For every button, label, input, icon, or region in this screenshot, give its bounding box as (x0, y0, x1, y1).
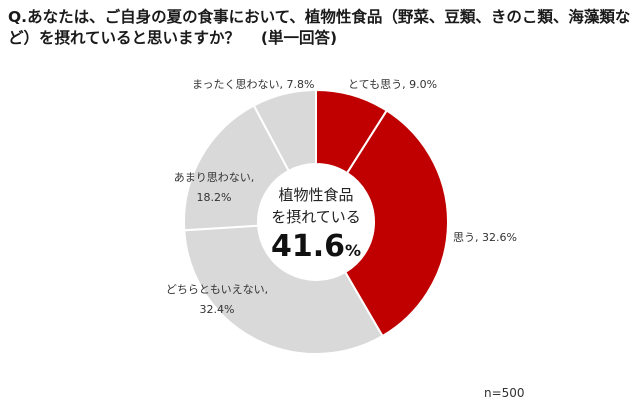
center-label-line1: 植物性食品 (278, 186, 353, 204)
center-percentage-unit: % (345, 241, 361, 260)
center-percentage-value: 41.6 (271, 229, 345, 264)
slice-omou (343, 109, 449, 338)
slice-labels: とても思う, 9.0% 思う, 32.6% どちらともいえない, 32.4% あまり思わ… (166, 78, 517, 316)
slice-label-amari-omowanai: あまり思わない, 18.2% (174, 171, 255, 204)
question-title: Q.あなたは、ご自身の夏の食事において、植物性食品（野菜、豆類、きのこ類、海藻類… (8, 8, 631, 47)
center-label: 植物性食品 を摂れている 41.6% (271, 186, 361, 264)
slice-label-dochiratomo-ienai: どちらともいえない, 32.4% (166, 283, 268, 316)
slice-amari-omowanai (183, 104, 291, 232)
sample-size-note: n=500 (484, 386, 525, 400)
slice-label-totemo-omou: とても思う, 9.0% (348, 78, 437, 91)
donut-slices (183, 88, 449, 355)
svg-text:41.6%: 41.6% (271, 229, 361, 264)
slice-label-mattaku-omowanai: まったく思わない, 7.8% (192, 78, 315, 91)
center-label-line2: を摂れている (271, 208, 361, 226)
slice-dochiratomo-ienai (183, 224, 384, 355)
slice-mattaku-omowanai (252, 88, 317, 173)
slice-label-omou: 思う, 32.6% (453, 231, 517, 244)
